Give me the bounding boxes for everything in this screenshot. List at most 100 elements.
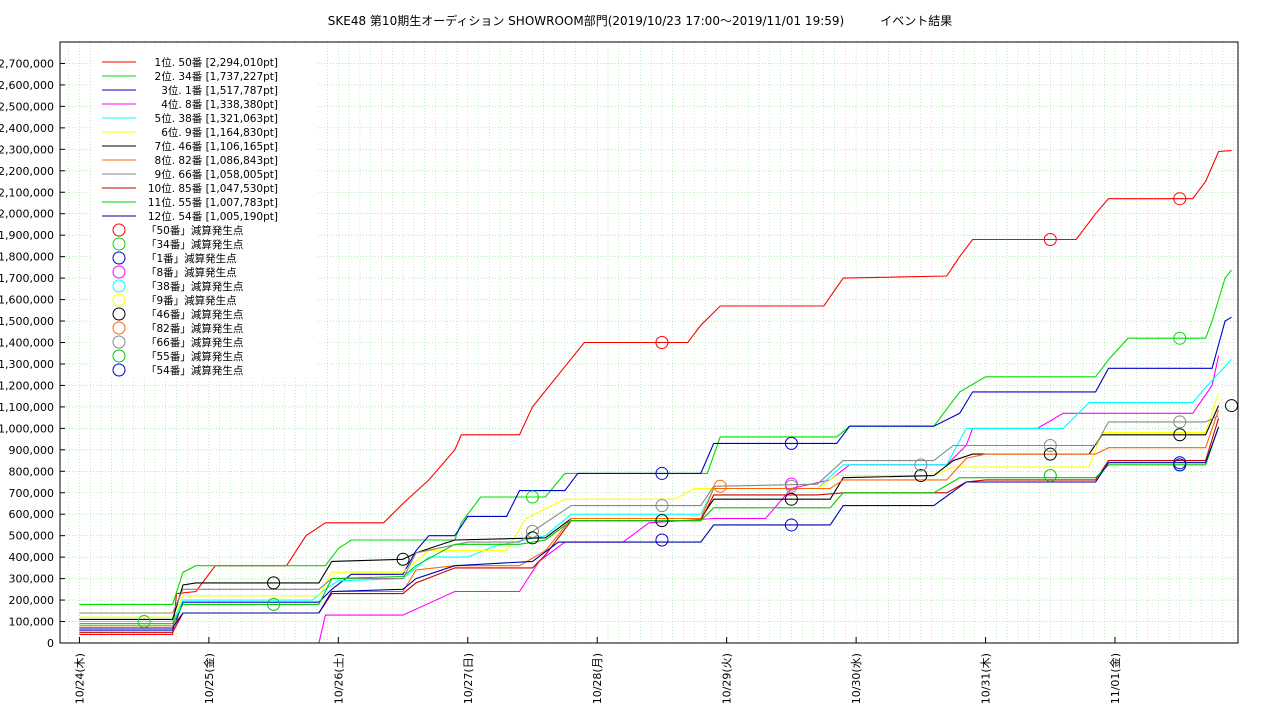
x-tick-label: 11/01(金) — [1108, 653, 1122, 704]
x-axis: 10/24(木) 10/25(金) 10/26(土) 10/27(日) 10/28(月)… — [73, 637, 1122, 704]
legend-marker — [112, 335, 126, 349]
y-tick-label: 300,000 — [9, 573, 55, 586]
marker-point — [525, 490, 539, 504]
legend-marker-label: 「50番」減算発生点 — [146, 224, 243, 237]
legend-marker — [112, 293, 126, 307]
legend-marker — [112, 363, 126, 377]
series-line-12 — [79, 427, 1220, 629]
legend-label: 10位. 85番 [1,047,530pt] — [148, 182, 278, 195]
legend-marker — [112, 307, 126, 321]
y-tick-label: 500,000 — [9, 530, 55, 543]
legend-label: 9位. 66番 [1,058,005pt] — [155, 168, 278, 181]
x-tick-label: 10/26(土) — [332, 653, 345, 704]
legend-label: 1位. 50番 [2,294,010pt] — [155, 56, 278, 69]
y-tick-label: 1,000,000 — [0, 422, 54, 435]
series-line-2 — [79, 269, 1232, 605]
y-axis: 0 100,000 200,000 300,000 400,000 500,000 600,… — [0, 57, 65, 650]
x-tick-label: 10/24(木) — [73, 653, 86, 704]
y-tick-label: 1,800,000 — [0, 251, 54, 264]
y-tick-label: 100,000 — [9, 616, 55, 629]
legend-marker-label: 「1番」減算発生点 — [146, 252, 237, 265]
y-tick-label: 2,700,000 — [0, 57, 54, 70]
x-tick-label: 10/28(月) — [591, 653, 604, 704]
series-line-4 — [318, 355, 1220, 644]
legend-marker — [112, 279, 126, 293]
series-line-9 — [79, 415, 1219, 614]
y-tick-label: 1,500,000 — [0, 315, 54, 328]
marker-point — [525, 524, 539, 538]
legend-marker-label: 「82番」減算発生点 — [146, 322, 243, 335]
y-tick-label: 2,200,000 — [0, 165, 54, 178]
y-tick-label: 600,000 — [9, 508, 55, 521]
series-line-8 — [79, 409, 1220, 627]
legend-marker — [112, 321, 126, 335]
x-tick-label: 10/30(水) — [850, 653, 863, 704]
y-tick-label: 1,600,000 — [0, 294, 54, 307]
y-tick-label: 2,000,000 — [0, 208, 54, 221]
marker-point — [1043, 439, 1057, 453]
y-tick-label: 1,900,000 — [0, 229, 54, 242]
legend-marker-label: 「54番」減算発生点 — [146, 364, 243, 377]
marker-point — [525, 531, 539, 545]
y-tick-label: 2,500,000 — [0, 100, 54, 113]
legend-marker-label: 「46番」減算発生点 — [146, 308, 243, 321]
marker-point — [655, 514, 669, 528]
marker-point — [655, 466, 669, 480]
marker-point — [1043, 447, 1057, 461]
y-tick-label: 800,000 — [9, 465, 55, 478]
legend-marker — [112, 349, 126, 363]
marker-point — [267, 576, 281, 590]
y-tick-label: 1,200,000 — [0, 379, 54, 392]
x-tick-label: 10/25(金) — [202, 653, 216, 704]
marker-point — [914, 469, 928, 483]
legend-label: 5位. 38番 [1,321,063pt] — [155, 112, 278, 125]
marker-point — [784, 518, 798, 532]
marker-point — [1043, 469, 1057, 483]
legend-label: 11位. 55番 [1,007,783pt] — [148, 196, 278, 209]
marker-point — [1225, 399, 1239, 413]
marker-point — [396, 552, 410, 566]
marker-point — [1173, 331, 1187, 345]
x-tick-label: 10/27(日) — [462, 653, 475, 704]
legend-marker — [112, 265, 126, 279]
legend-marker-label: 「38番」減算発生点 — [146, 280, 243, 293]
y-tick-label: 200,000 — [9, 594, 55, 607]
y-tick-label: 400,000 — [9, 551, 55, 564]
legend-marker — [112, 237, 126, 251]
marker-point — [713, 479, 727, 493]
marker-point — [655, 336, 669, 349]
marker-point — [784, 436, 798, 450]
marker-point — [267, 597, 281, 611]
y-tick-label: 900,000 — [9, 444, 55, 457]
legend-label: 12位. 54番 [1,005,190pt] — [148, 210, 278, 223]
legend-marker-label: 「9番」減算発生点 — [146, 294, 237, 307]
reduction-markers — [137, 192, 1239, 629]
y-tick-label: 2,300,000 — [0, 143, 54, 156]
legend-label: 8位. 82番 [1,086,843pt] — [155, 154, 278, 167]
marker-point — [1173, 192, 1187, 206]
marker-point — [914, 458, 928, 472]
marker-point — [655, 499, 669, 513]
legend-label: 4位. 8番 [1,338,380pt] — [161, 98, 278, 111]
legend-label: 2位. 34番 [1,737,227pt] — [155, 70, 278, 83]
marker-point — [1173, 428, 1187, 442]
y-tick-label: 700,000 — [9, 487, 55, 500]
y-tick-label: 1,100,000 — [0, 401, 54, 414]
legend: 1位. 50番 [2,294,010pt]2位. 34番 [1,737,227p… — [92, 48, 318, 378]
legend-marker-label: 「55番」減算発生点 — [146, 350, 243, 363]
marker-point — [784, 479, 798, 493]
series-line-7 — [79, 405, 1220, 620]
legend-marker-label: 「34番」減算発生点 — [146, 238, 243, 251]
legend-background — [92, 48, 318, 378]
x-tick-label: 10/29(火) — [721, 653, 734, 704]
y-tick-label: 1,700,000 — [0, 272, 54, 285]
y-tick-label: 2,100,000 — [0, 186, 54, 199]
legend-marker — [112, 223, 126, 237]
legend-label: 3位. 1番 [1,517,787pt] — [161, 84, 278, 97]
legend-label: 6位. 9番 [1,164,830pt] — [161, 126, 278, 139]
series-line-6 — [79, 392, 1220, 618]
legend-marker — [112, 251, 126, 265]
legend-marker-label: 「66番」減算発生点 — [146, 336, 243, 349]
marker-point — [1173, 415, 1187, 429]
